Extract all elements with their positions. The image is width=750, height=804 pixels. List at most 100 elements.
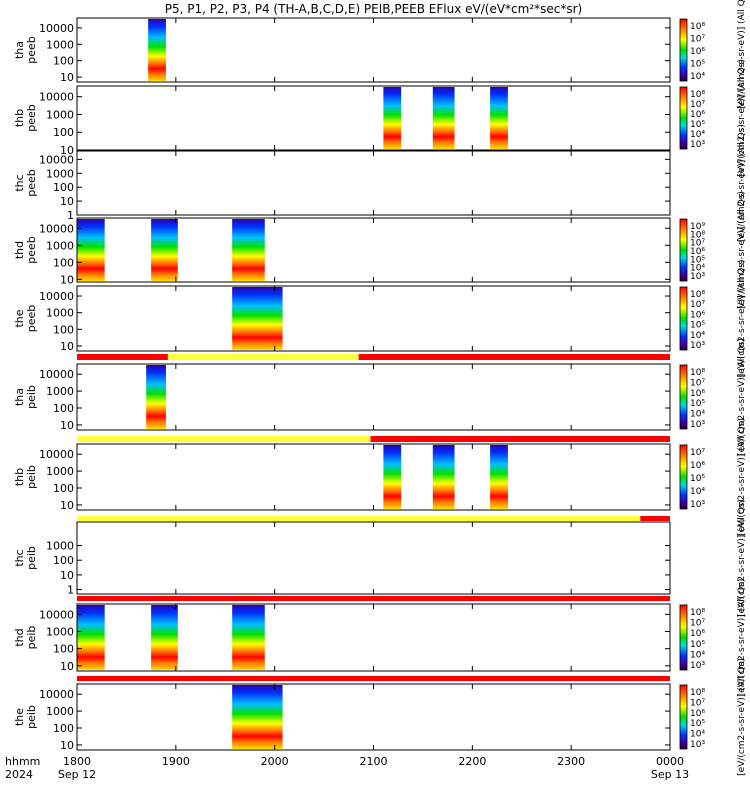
y-tick-label: 10: [60, 569, 74, 582]
x-tick-label: 1900: [162, 755, 190, 768]
flag-segment-1: [77, 516, 641, 521]
colorbar: [679, 444, 688, 510]
colorbar-label: [eV/(cm2-s-sr-eV)] (All Qs): [737, 59, 747, 177]
colorbar-tick-label: 10⁵: [690, 719, 705, 729]
y-tick-label: 10000: [39, 22, 74, 35]
x-axis-start-date: Sep 12: [58, 768, 96, 781]
x-tick-label: 0000: [656, 755, 684, 768]
y-axis-label: peib: [25, 626, 38, 650]
y-tick-label: 1000: [46, 239, 74, 252]
y-tick-label: 100: [53, 55, 74, 68]
colorbar-tick-label: 10³: [690, 272, 705, 282]
flag-segment-1: [77, 354, 168, 360]
colorbar-tick-label: 10⁶: [690, 47, 705, 57]
colorbar-tick-label: 10⁴: [690, 72, 705, 82]
data-interval-2: [432, 445, 455, 509]
flag-segment-2: [370, 436, 670, 442]
colorbar-tick-label: 10⁸: [690, 608, 705, 618]
flag-segment-1: [77, 596, 670, 601]
panel-frame: [76, 85, 671, 151]
y-tick-label: 1000: [46, 705, 74, 718]
data-interval-1: [383, 445, 402, 509]
colorbar-tick-label: 10³: [690, 740, 705, 750]
y-tick-label: 1000: [46, 465, 74, 478]
colorbar-label: [eV/(cm2-s-sr-eV)] (All Qs): [737, 579, 747, 697]
colorbar: [679, 364, 688, 430]
y-tick-label: 10000: [39, 688, 74, 701]
colorbar-tick-label: 10⁴: [690, 410, 705, 420]
data-interval-1: [77, 219, 105, 281]
y-axis-label: peib: [25, 546, 38, 570]
panel-frame: [76, 443, 671, 511]
colorbar: [679, 286, 688, 351]
flag-segment-2: [167, 354, 359, 360]
colorbar-tick-label: 10³: [690, 341, 705, 351]
colorbar-tick-label: 10⁸: [690, 230, 705, 240]
data-interval-3: [232, 219, 265, 281]
x-tick-label: 2100: [360, 755, 388, 768]
y-axis-label: thc: [13, 549, 26, 566]
y-tick-label: 1000: [46, 167, 74, 180]
y-axis-label: peeb: [25, 36, 38, 64]
y-tick-label: 10000: [39, 448, 74, 461]
colorbar: [679, 684, 688, 750]
panel-frame: [76, 521, 671, 595]
x-axis-year-label: 2024: [5, 768, 33, 781]
y-axis-label: the: [13, 309, 26, 327]
panel-frame: [76, 683, 671, 751]
data-interval-2: [151, 219, 178, 281]
colorbar-tick-label: 10⁴: [690, 487, 705, 497]
flag-segment-1: [77, 436, 371, 442]
y-tick-label: 100: [53, 482, 74, 495]
y-tick-label: 100: [53, 181, 74, 194]
colorbar-tick-label: 10⁸: [690, 688, 705, 698]
y-axis-label: peeb: [25, 305, 38, 333]
colorbar-tick-label: 10⁶: [690, 247, 705, 257]
y-tick-label: 10000: [39, 290, 74, 303]
colorbar-label: [eV/(cm2-s-sr-eV)] (All Qs): [737, 124, 747, 242]
data-interval-3: [490, 445, 508, 509]
chart-title: P5, P1, P2, P3, P4 (TH-A,B,C,D,E) PEIB,P…: [165, 2, 582, 16]
colorbar-tick-label: 10³: [690, 500, 705, 510]
data-interval-3: [490, 87, 508, 149]
colorbar-tick-label: 10⁶: [690, 389, 705, 399]
colorbar-tick-label: 10⁷: [690, 239, 705, 249]
y-axis-label: peeb: [25, 236, 38, 264]
colorbar-tick-label: 10⁶: [690, 461, 705, 471]
colorbar-tick-label: 10⁶: [690, 709, 705, 719]
colorbar-label: [eV/(cm2-s-sr-eV)] (All Qs): [737, 191, 747, 309]
y-axis-label: the: [13, 708, 26, 726]
y-tick-label: 1000: [46, 626, 74, 639]
y-tick-label: 100: [53, 722, 74, 735]
y-tick-label: 10000: [39, 222, 74, 235]
y-tick-label: 10000: [39, 91, 74, 104]
colorbar-tick-label: 10⁵: [690, 640, 705, 650]
y-tick-label: 10: [60, 660, 74, 673]
colorbar-tick-label: 10⁶: [690, 110, 705, 120]
y-tick-label: 10: [60, 340, 74, 353]
flag-segment-3: [358, 354, 670, 360]
y-tick-label: 10: [60, 273, 74, 286]
y-axis-label: peeb: [25, 104, 38, 132]
data-interval-1: [232, 685, 283, 749]
colorbar-tick-label: 10⁸: [690, 290, 705, 300]
colorbar-tick-label: 10⁷: [690, 448, 705, 458]
data-interval-1: [148, 19, 166, 81]
colorbar-tick-label: 10⁵: [690, 474, 705, 484]
colorbar-tick-label: 10⁵: [690, 60, 705, 70]
panel-7: 10000 1000 100 10 thb peib 10⁷ 10⁶ 10⁵ 10⁴ 10³ [eV/…: [13, 418, 747, 536]
colorbar: [679, 218, 688, 282]
colorbar-label: [eV/(cm2-s-sr-eV)] (All Qs): [737, 0, 747, 109]
y-axis-label: peib: [25, 705, 38, 729]
flag-segment-2: [640, 516, 670, 521]
colorbar-tick-label: 10⁷: [690, 619, 705, 629]
y-tick-label: 100: [53, 256, 74, 269]
y-axis-label: thc: [13, 174, 26, 191]
flag-segment-1: [77, 676, 670, 681]
y-tick-label: 10: [60, 144, 74, 157]
